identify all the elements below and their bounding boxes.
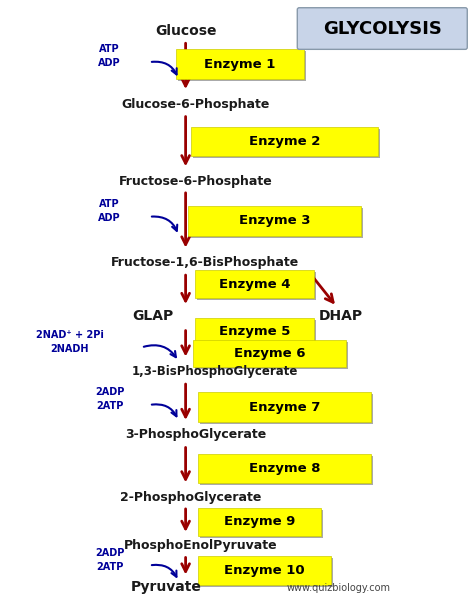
FancyBboxPatch shape — [191, 127, 378, 157]
Text: Glucose-6-Phosphate: Glucose-6-Phosphate — [121, 98, 270, 112]
Text: Enzyme 5: Enzyme 5 — [219, 325, 291, 338]
Text: Enzyme 6: Enzyme 6 — [234, 347, 305, 360]
FancyBboxPatch shape — [188, 206, 361, 236]
Text: Enzyme 2: Enzyme 2 — [249, 135, 320, 148]
Text: PhosphoEnolPyruvate: PhosphoEnolPyruvate — [124, 539, 277, 552]
Text: 2ADP: 2ADP — [95, 548, 124, 557]
Text: 3-PhosphoGlycerate: 3-PhosphoGlycerate — [125, 428, 266, 441]
FancyBboxPatch shape — [190, 208, 363, 238]
FancyBboxPatch shape — [198, 392, 371, 422]
Text: ATP: ATP — [99, 199, 120, 209]
Text: Enzyme 8: Enzyme 8 — [249, 462, 320, 475]
FancyBboxPatch shape — [200, 557, 333, 587]
FancyBboxPatch shape — [200, 510, 323, 538]
FancyBboxPatch shape — [297, 8, 467, 49]
FancyBboxPatch shape — [198, 556, 331, 586]
Text: Enzyme 7: Enzyme 7 — [249, 401, 320, 413]
Text: www.quizbiology.com: www.quizbiology.com — [287, 583, 391, 593]
Text: Enzyme 4: Enzyme 4 — [219, 278, 291, 290]
FancyBboxPatch shape — [200, 394, 373, 424]
Text: Enzyme 1: Enzyme 1 — [204, 58, 276, 71]
Text: Fructose-6-Phosphate: Fructose-6-Phosphate — [118, 175, 273, 188]
FancyBboxPatch shape — [198, 320, 316, 347]
Text: DHAP: DHAP — [319, 309, 363, 323]
Text: ADP: ADP — [98, 58, 121, 68]
Text: GLAP: GLAP — [132, 309, 173, 323]
FancyBboxPatch shape — [176, 49, 304, 79]
Text: 2NAD⁺ + 2Pi: 2NAD⁺ + 2Pi — [36, 329, 104, 340]
FancyBboxPatch shape — [192, 128, 380, 158]
Text: ATP: ATP — [99, 44, 120, 55]
FancyBboxPatch shape — [195, 318, 314, 346]
Text: GLYCOLYSIS: GLYCOLYSIS — [323, 20, 442, 38]
FancyBboxPatch shape — [200, 455, 373, 485]
Text: Pyruvate: Pyruvate — [130, 580, 201, 595]
Text: 1,3-BisPhosphoGlycerate: 1,3-BisPhosphoGlycerate — [132, 365, 299, 378]
Text: 2ATP: 2ATP — [96, 562, 123, 572]
FancyBboxPatch shape — [198, 508, 321, 536]
FancyBboxPatch shape — [195, 270, 314, 298]
FancyBboxPatch shape — [193, 340, 346, 367]
Text: Enzyme 10: Enzyme 10 — [224, 564, 305, 577]
Text: 2NADH: 2NADH — [51, 344, 89, 353]
Text: 2ATP: 2ATP — [96, 401, 123, 411]
Text: Glucose: Glucose — [155, 23, 216, 38]
Text: Enzyme 9: Enzyme 9 — [224, 515, 295, 529]
FancyBboxPatch shape — [198, 454, 371, 483]
Text: 2ADP: 2ADP — [95, 387, 124, 397]
Text: Enzyme 3: Enzyme 3 — [239, 214, 310, 227]
Text: 2-PhosphoGlycerate: 2-PhosphoGlycerate — [120, 491, 261, 503]
FancyBboxPatch shape — [198, 272, 316, 300]
Text: Fructose-1,6-BisPhosphate: Fructose-1,6-BisPhosphate — [111, 256, 300, 269]
FancyBboxPatch shape — [178, 52, 306, 81]
Text: ADP: ADP — [98, 213, 121, 223]
FancyBboxPatch shape — [195, 341, 348, 370]
